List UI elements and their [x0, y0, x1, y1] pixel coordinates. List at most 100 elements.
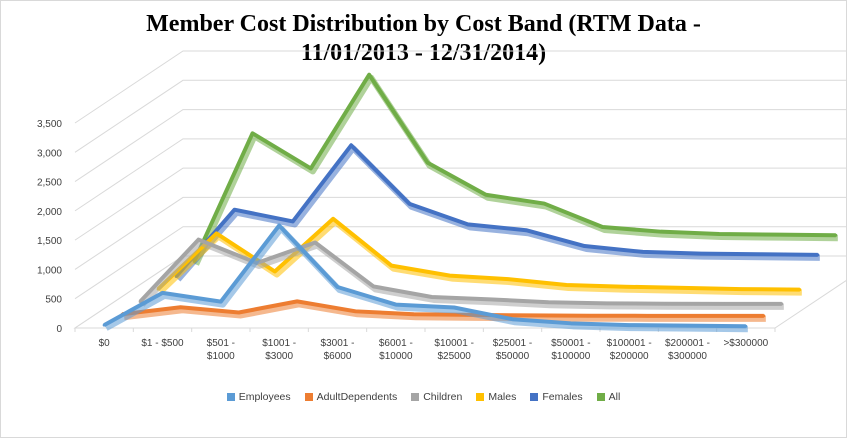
y-tick-label: 2,000 [37, 207, 62, 218]
data-point [138, 300, 142, 304]
legend-label: Females [542, 391, 583, 403]
series-ribbon-females [175, 145, 820, 282]
data-point [488, 297, 492, 301]
data-point [681, 286, 685, 290]
data-point [219, 300, 223, 304]
legend-item-males: Males [476, 391, 516, 403]
x-tick-label: $0 [99, 338, 111, 349]
x-tick-label: $25001 -$50000 [493, 338, 532, 362]
data-point [309, 166, 313, 170]
data-point [331, 217, 335, 221]
y-gridline [74, 226, 847, 300]
x-tick-label: $200001 -$300000 [665, 338, 710, 362]
data-point [663, 302, 667, 306]
data-point [645, 314, 649, 318]
legend-label: AdultDependents [316, 391, 398, 403]
x-tick-label: $1001 -$3000 [262, 338, 296, 362]
x-tick-label: $10001 -$25000 [434, 338, 473, 362]
data-point [776, 233, 779, 237]
data-point [699, 252, 703, 256]
x-tick-label: >$300000 [723, 338, 768, 349]
legend-swatch [476, 393, 485, 401]
legend-item-children: Children [411, 391, 462, 403]
data-point [529, 313, 532, 317]
data-point [722, 302, 725, 306]
legend-item-females: Females [530, 391, 583, 403]
x-tick-label: $6001 -$10000 [379, 338, 413, 362]
data-point [565, 283, 568, 287]
data-point [233, 208, 236, 212]
data-point [762, 314, 766, 318]
data-point [740, 287, 743, 291]
data-point [179, 305, 182, 309]
data-point [412, 312, 416, 316]
data-point [798, 288, 802, 292]
data-point [336, 285, 339, 289]
data-point [452, 306, 456, 309]
y-tick-label: 3,000 [37, 148, 62, 159]
y-gridline [74, 50, 847, 124]
y-tick-label: 1,000 [37, 265, 62, 276]
legend-swatch [530, 393, 539, 401]
data-point [601, 225, 604, 229]
y-gridline [74, 138, 847, 212]
data-point [354, 309, 357, 313]
legend-item-adultdependents: AdultDependents [304, 391, 398, 403]
data-point [372, 284, 375, 288]
data-point [237, 310, 241, 314]
data-point [686, 324, 689, 328]
data-point [313, 241, 317, 244]
data-point [834, 233, 838, 237]
x-tick-label: $50001 -$100000 [551, 338, 591, 362]
legend-label: All [608, 391, 621, 403]
chart-legend: Employees AdultDependents Children Males Fem… [0, 391, 847, 403]
y-gridline [74, 167, 847, 241]
legend-label: Males [488, 391, 517, 403]
x-tick-label: $3001 -$6000 [321, 338, 355, 362]
series-line-children [138, 237, 782, 306]
y-gridline [74, 109, 847, 182]
data-point [390, 264, 393, 268]
data-point [780, 302, 784, 306]
data-point [717, 232, 721, 236]
data-point [524, 228, 528, 232]
legend-item-employees: Employees [226, 391, 291, 403]
data-point [659, 230, 663, 234]
y-tick-label: 1,500 [37, 236, 62, 247]
data-point [704, 314, 707, 318]
chart-title-line-2: 11/01/2013 - 12/31/2014) [300, 40, 547, 66]
y-tick-label: 3,500 [37, 119, 62, 130]
x-tick-label: $1 - $500 [141, 338, 184, 349]
data-point [277, 224, 281, 227]
data-point [758, 252, 761, 256]
data-point [623, 285, 627, 289]
data-point [291, 219, 295, 223]
data-point [484, 193, 488, 197]
chart-title-line-1: Member Cost Distribution by Cost Band (R… [146, 11, 701, 37]
data-point [466, 222, 470, 226]
data-point [506, 277, 510, 281]
legend-swatch [226, 393, 235, 401]
data-point [215, 231, 218, 235]
data-point [102, 323, 106, 327]
series-line-females [174, 143, 818, 278]
data-point [816, 253, 820, 257]
data-point [542, 202, 546, 206]
y-tick-label: 500 [45, 295, 62, 306]
x-tick-label: $100001 -$200000 [607, 338, 652, 362]
y-gridline [74, 196, 847, 270]
series-line-all [192, 72, 836, 263]
data-point [641, 250, 645, 254]
legend-label: Employees [238, 391, 291, 403]
data-point [367, 73, 371, 77]
data-point [408, 202, 411, 206]
legend-swatch [596, 393, 605, 401]
data-point [295, 299, 299, 303]
y-gridline [74, 79, 847, 153]
series-line-adultdependents [121, 299, 764, 318]
data-point [251, 131, 254, 135]
legend-item-all: All [596, 391, 621, 403]
data-point [587, 314, 591, 318]
legend-label: Children [423, 391, 463, 403]
